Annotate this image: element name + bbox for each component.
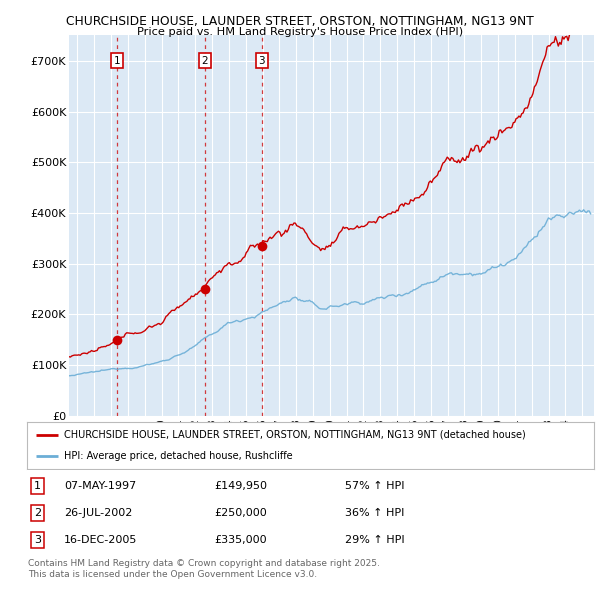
- Text: Contains HM Land Registry data © Crown copyright and database right 2025.
This d: Contains HM Land Registry data © Crown c…: [28, 559, 380, 579]
- Text: 29% ↑ HPI: 29% ↑ HPI: [344, 535, 404, 545]
- Text: Price paid vs. HM Land Registry's House Price Index (HPI): Price paid vs. HM Land Registry's House …: [137, 27, 463, 37]
- Text: £335,000: £335,000: [214, 535, 267, 545]
- Text: 3: 3: [259, 56, 265, 65]
- Text: 3: 3: [34, 535, 41, 545]
- Text: 57% ↑ HPI: 57% ↑ HPI: [344, 481, 404, 491]
- Text: 1: 1: [34, 481, 41, 491]
- Text: £250,000: £250,000: [214, 508, 267, 518]
- Text: HPI: Average price, detached house, Rushcliffe: HPI: Average price, detached house, Rush…: [64, 451, 292, 461]
- Text: £149,950: £149,950: [214, 481, 267, 491]
- Text: 2: 2: [202, 56, 208, 65]
- Text: 2: 2: [34, 508, 41, 518]
- Text: 07-MAY-1997: 07-MAY-1997: [64, 481, 136, 491]
- Text: 36% ↑ HPI: 36% ↑ HPI: [344, 508, 404, 518]
- Text: 16-DEC-2005: 16-DEC-2005: [64, 535, 137, 545]
- Text: 1: 1: [113, 56, 120, 65]
- Text: 26-JUL-2002: 26-JUL-2002: [64, 508, 132, 518]
- Text: CHURCHSIDE HOUSE, LAUNDER STREET, ORSTON, NOTTINGHAM, NG13 9NT (detached house): CHURCHSIDE HOUSE, LAUNDER STREET, ORSTON…: [64, 430, 526, 440]
- Text: CHURCHSIDE HOUSE, LAUNDER STREET, ORSTON, NOTTINGHAM, NG13 9NT: CHURCHSIDE HOUSE, LAUNDER STREET, ORSTON…: [66, 15, 534, 28]
